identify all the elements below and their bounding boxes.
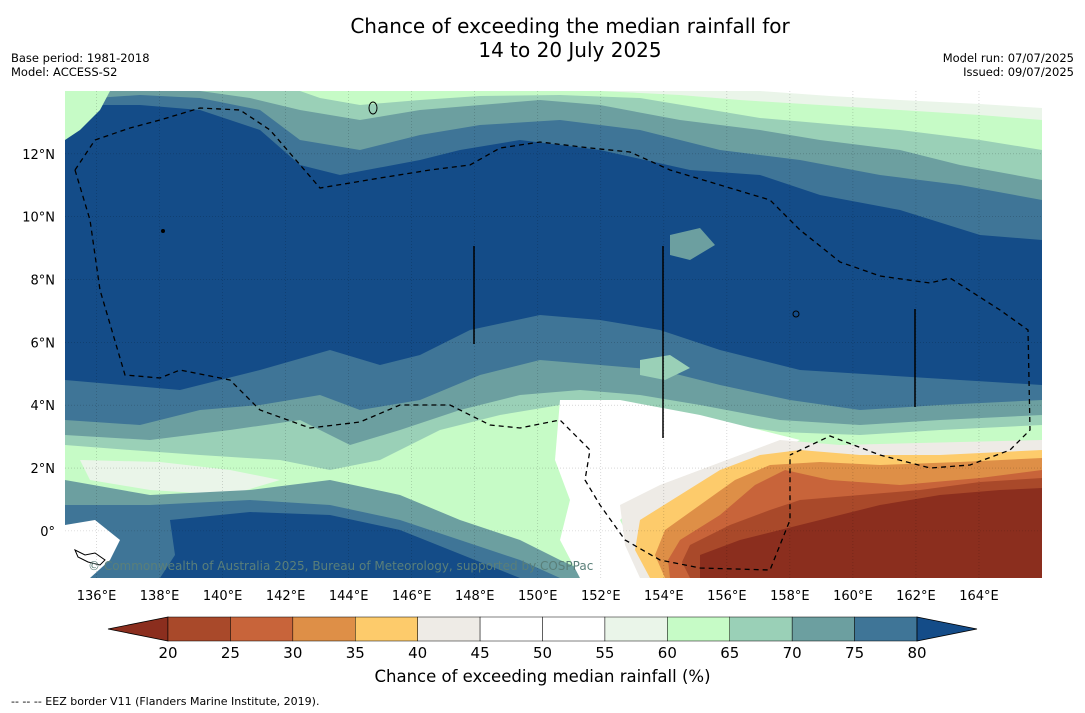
lon-tick-label-10: 156°E bbox=[707, 589, 747, 604]
colorbar-tick-label-2: 30 bbox=[283, 644, 302, 662]
latitude-tick-labels: 12°N 10°N 8°N 6°N 4°N 2°N 0° bbox=[22, 148, 55, 540]
lon-tick-label-6: 148°E bbox=[455, 589, 495, 604]
lon-tick-label-5: 146°E bbox=[392, 589, 432, 604]
lon-tick-label-12: 160°E bbox=[833, 589, 873, 604]
south-lobe-80 bbox=[160, 512, 520, 578]
longitude-tick-labels: 136°E 138°E 140°E 142°E 144°E 146°E 148°E 150°E… bbox=[77, 589, 999, 604]
gridlines bbox=[65, 91, 1042, 578]
lon-tick-label-0: 136°E bbox=[77, 589, 117, 604]
island-yap bbox=[161, 229, 165, 233]
lon-tick-label-8: 152°E bbox=[581, 589, 621, 604]
north-band-50 bbox=[760, 91, 1042, 108]
colorbar-tick-label-1: 25 bbox=[221, 644, 240, 662]
model-text: Model: ACCESS-S2 bbox=[11, 65, 118, 79]
island-guam bbox=[368, 101, 378, 115]
colorbar-tick-label-0: 20 bbox=[158, 644, 177, 662]
colorbar-tick-labels: 20 25 30 35 40 45 50 55 60 65 70 75 80 bbox=[158, 644, 926, 662]
meta-left: Base period: 1981-2018 Model: ACCESS-S2 bbox=[11, 51, 150, 79]
map-title: Chance of exceeding the median rainfall … bbox=[0, 14, 1085, 62]
colorbar-title: Chance of exceeding median rainfall (%) bbox=[374, 667, 711, 686]
lat-tick-label-6: 0° bbox=[40, 525, 55, 540]
colorbar-segment-5 bbox=[479, 616, 543, 642]
southwest-green-patch bbox=[80, 460, 280, 495]
lon-tick-label-3: 142°E bbox=[266, 589, 306, 604]
patch-8n-154e bbox=[670, 228, 715, 260]
lon-tick-label-1: 138°E bbox=[140, 589, 180, 604]
northwest-green bbox=[65, 91, 110, 140]
lon-tick-label-4: 144°E bbox=[329, 589, 369, 604]
issued-text: Issued: 09/07/2025 bbox=[963, 65, 1074, 79]
eez-border-west bbox=[74, 169, 791, 571]
colorbar-segment-6 bbox=[542, 616, 606, 642]
se-darkest bbox=[700, 488, 1042, 578]
colorbar-segment-2 bbox=[292, 616, 356, 642]
lat-tick-label-1: 10°N bbox=[22, 211, 55, 226]
colorbar-segment-9 bbox=[729, 616, 793, 642]
eez-border-north bbox=[74, 107, 1031, 469]
colorbar-segment-0 bbox=[167, 616, 231, 642]
meta-right: Model run: 07/07/2025 Issued: 09/07/2025 bbox=[943, 51, 1074, 79]
lon-tick-label-9: 154°E bbox=[644, 589, 684, 604]
lon-tick-label-13: 162°E bbox=[896, 589, 936, 604]
colorbar-segment-8 bbox=[667, 616, 730, 642]
southwest-corner-white bbox=[65, 520, 120, 578]
title-line-2: 14 to 20 July 2025 bbox=[478, 38, 662, 62]
map-plot-area: © Commonwealth of Australia 2025, Bureau… bbox=[65, 91, 1042, 578]
lon-tick-label-2: 140°E bbox=[203, 589, 243, 604]
copyright-text: © Commonwealth of Australia 2025, Bureau… bbox=[88, 559, 593, 573]
lat-tick-label-0: 12°N bbox=[22, 148, 55, 163]
colorbar-segment-3 bbox=[355, 616, 418, 642]
title-line-1: Chance of exceeding the median rainfall … bbox=[350, 14, 790, 38]
model-run-text: Model run: 07/07/2025 bbox=[942, 51, 1074, 65]
colorbar-tick-label-12: 80 bbox=[907, 644, 926, 662]
lat-tick-label-3: 6°N bbox=[31, 336, 56, 351]
lon-tick-label-11: 158°E bbox=[770, 589, 810, 604]
colorbar-extend-high bbox=[916, 616, 978, 642]
colorbar-tick-label-6: 50 bbox=[533, 644, 552, 662]
colorbar-tick-label-9: 65 bbox=[720, 644, 739, 662]
colorbar-segment-10 bbox=[791, 616, 855, 642]
island-pohnpei bbox=[792, 310, 800, 318]
colorbar-tick-label-8: 60 bbox=[658, 644, 677, 662]
lat-tick-label-5: 2°N bbox=[31, 462, 56, 477]
colorbar-tick-label-3: 35 bbox=[346, 644, 365, 662]
colorbar-segment-7 bbox=[604, 616, 668, 642]
colorbar-tick-label-11: 75 bbox=[845, 644, 864, 662]
footnote-text: -- -- -- EEZ border V11 (Flanders Marine… bbox=[11, 695, 320, 708]
colorbar-tick-label-7: 55 bbox=[595, 644, 614, 662]
colorbar-tick-label-4: 40 bbox=[408, 644, 427, 662]
colorbar-tick-label-10: 70 bbox=[783, 644, 802, 662]
colorbar-segment-4 bbox=[417, 616, 481, 642]
base-period-text: Base period: 1981-2018 bbox=[11, 51, 150, 65]
lon-tick-label-14: 164°E bbox=[959, 589, 999, 604]
lon-tick-label-7: 150°E bbox=[518, 589, 558, 604]
colorbar-tick-label-5: 45 bbox=[471, 644, 490, 662]
colorbar-extend-low bbox=[107, 616, 169, 642]
lat-tick-label-4: 4°N bbox=[31, 399, 56, 414]
island-png bbox=[74, 548, 106, 566]
colorbar-segment-1 bbox=[230, 616, 294, 642]
colorbar-segment-11 bbox=[854, 616, 918, 642]
colorbar bbox=[107, 616, 978, 642]
lat-tick-label-2: 8°N bbox=[31, 274, 56, 289]
patch-5n-153e bbox=[640, 355, 690, 380]
